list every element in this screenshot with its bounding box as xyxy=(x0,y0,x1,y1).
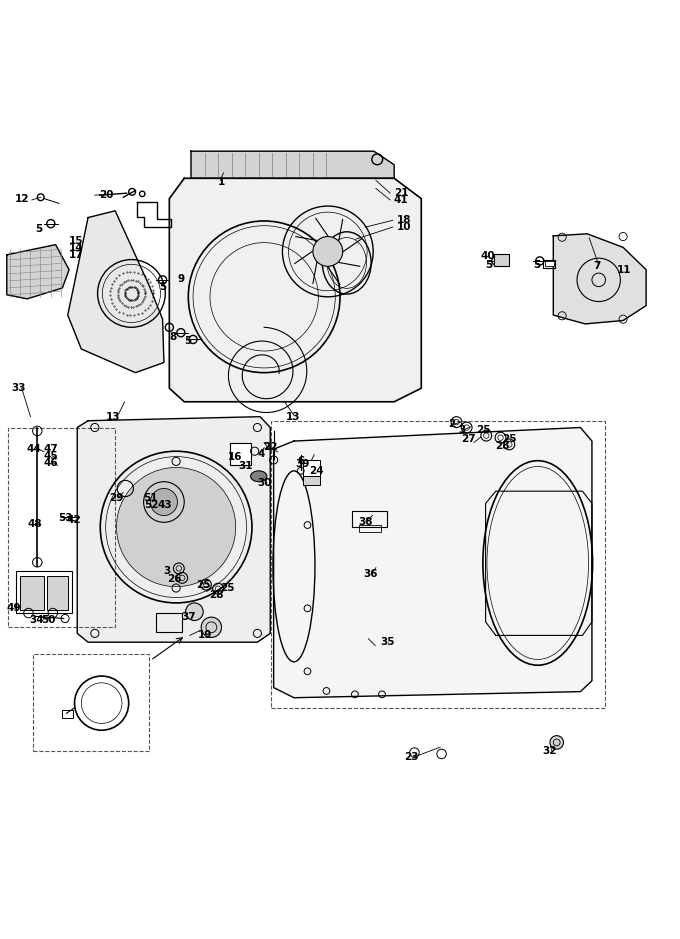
Bar xyxy=(47,576,69,609)
Text: 35: 35 xyxy=(380,638,394,647)
Polygon shape xyxy=(169,178,422,402)
Text: 2: 2 xyxy=(263,442,271,453)
Text: 25: 25 xyxy=(476,425,491,435)
Text: 11: 11 xyxy=(617,265,632,275)
Text: 49: 49 xyxy=(6,604,21,613)
Text: 28: 28 xyxy=(495,440,510,451)
Bar xyxy=(271,421,605,708)
Circle shape xyxy=(116,468,236,587)
Text: 31: 31 xyxy=(238,461,252,471)
Bar xyxy=(156,613,182,632)
Text: 1: 1 xyxy=(218,177,225,187)
Text: 13: 13 xyxy=(286,411,300,422)
Text: 32: 32 xyxy=(543,746,557,756)
Text: 50: 50 xyxy=(41,615,56,624)
Text: 28: 28 xyxy=(209,590,224,600)
Text: 33: 33 xyxy=(11,383,26,393)
Text: 6: 6 xyxy=(298,456,305,467)
Text: 8: 8 xyxy=(169,331,176,342)
Polygon shape xyxy=(68,210,164,373)
Text: 47: 47 xyxy=(44,444,58,454)
Text: 7: 7 xyxy=(594,261,601,271)
Text: 5: 5 xyxy=(486,260,492,270)
Bar xyxy=(8,427,115,626)
Bar xyxy=(545,261,554,267)
Text: 9: 9 xyxy=(177,273,184,284)
Text: 23: 23 xyxy=(404,752,418,762)
Bar xyxy=(303,460,320,478)
Text: 34: 34 xyxy=(29,615,44,624)
Text: 5: 5 xyxy=(35,224,42,234)
Polygon shape xyxy=(78,417,270,642)
Text: 24: 24 xyxy=(309,466,324,476)
Text: 16: 16 xyxy=(228,453,242,462)
Text: 43: 43 xyxy=(158,500,173,510)
Text: 46: 46 xyxy=(44,457,58,468)
Text: 38: 38 xyxy=(358,517,373,528)
Text: 25: 25 xyxy=(196,579,210,590)
Circle shape xyxy=(550,735,564,749)
Circle shape xyxy=(313,237,343,267)
Text: 48: 48 xyxy=(28,518,43,529)
Text: 3: 3 xyxy=(458,425,466,435)
Text: 3: 3 xyxy=(164,566,171,577)
Text: 36: 36 xyxy=(363,569,377,579)
Bar xyxy=(352,511,388,527)
Text: 30: 30 xyxy=(257,478,271,488)
Bar xyxy=(494,254,509,267)
Text: 42: 42 xyxy=(67,516,81,525)
Text: 22: 22 xyxy=(263,442,277,453)
Text: 27: 27 xyxy=(461,434,476,444)
Text: 4: 4 xyxy=(257,449,265,459)
Text: 19: 19 xyxy=(197,630,211,640)
Polygon shape xyxy=(191,151,394,178)
Text: 29: 29 xyxy=(109,493,124,503)
Bar xyxy=(33,654,149,750)
Polygon shape xyxy=(554,234,646,324)
Text: 53: 53 xyxy=(58,514,73,523)
Polygon shape xyxy=(273,427,592,698)
Text: 10: 10 xyxy=(397,222,411,232)
Bar xyxy=(231,443,251,465)
Bar xyxy=(63,710,73,718)
Text: 20: 20 xyxy=(99,191,114,200)
Circle shape xyxy=(201,617,222,638)
Text: 39: 39 xyxy=(296,459,310,470)
Circle shape xyxy=(150,488,177,516)
Text: 51: 51 xyxy=(143,493,158,503)
Text: 14: 14 xyxy=(69,243,83,253)
Text: 37: 37 xyxy=(182,612,197,623)
Text: 52: 52 xyxy=(144,500,159,510)
Text: 40: 40 xyxy=(480,251,495,261)
Text: 25: 25 xyxy=(220,583,234,593)
Text: 13: 13 xyxy=(106,411,120,422)
Text: 5: 5 xyxy=(184,336,191,346)
Text: 44: 44 xyxy=(27,444,41,454)
Text: 17: 17 xyxy=(69,251,83,260)
Text: 12: 12 xyxy=(14,193,29,204)
Text: 2: 2 xyxy=(448,419,456,429)
Text: 26: 26 xyxy=(167,575,182,584)
Text: 18: 18 xyxy=(397,215,411,225)
Text: 21: 21 xyxy=(394,188,408,198)
Bar xyxy=(359,525,381,531)
Text: 15: 15 xyxy=(69,236,83,246)
Ellipse shape xyxy=(251,470,267,482)
Polygon shape xyxy=(7,245,69,299)
Text: 5: 5 xyxy=(532,260,540,270)
Text: 45: 45 xyxy=(44,451,58,461)
Text: 41: 41 xyxy=(394,195,408,205)
Text: 25: 25 xyxy=(502,434,517,444)
Bar xyxy=(16,571,72,613)
Text: 5: 5 xyxy=(159,282,166,292)
Circle shape xyxy=(186,603,203,621)
Bar xyxy=(20,576,44,609)
Bar xyxy=(303,476,320,485)
